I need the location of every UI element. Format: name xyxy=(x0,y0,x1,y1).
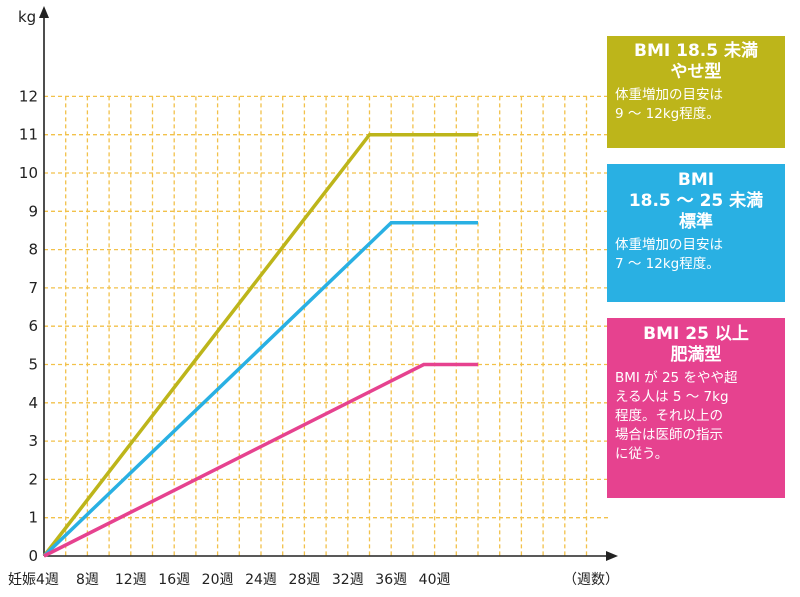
legend-box-normal: BMI 18.5 ～ 25 未満 標準 体重増加の目安は 7 ～ 12kg程度。 xyxy=(607,164,785,302)
x-tick-label: 40週 xyxy=(419,572,451,588)
x-tick-label: 16週 xyxy=(158,572,190,588)
legend-box-overweight: BMI 25 以上 肥満型 BMI が 25 をやや超 える人は 5 ～ 7kg… xyxy=(607,318,785,498)
x-axis-arrow xyxy=(606,551,618,561)
x-tick-label: 12週 xyxy=(115,572,147,588)
y-axis-unit-label: kg xyxy=(18,8,36,26)
y-tick-label: 1 xyxy=(28,509,38,527)
grid-lines xyxy=(44,95,608,556)
x-tick-label: 32週 xyxy=(332,572,364,588)
x-tick-label: 20週 xyxy=(202,572,234,588)
series-line xyxy=(43,362,478,558)
legend-title-line: やせ型 xyxy=(670,62,722,82)
series-line xyxy=(42,221,478,558)
legend-title-line: 18.5 ～ 25 未満 xyxy=(628,191,764,211)
y-tick-label: 7 xyxy=(28,279,38,297)
y-tick-label: 4 xyxy=(28,394,38,412)
x-axis-unit-label: （週数） xyxy=(563,572,619,588)
legend-title-line: BMI 25 以上 xyxy=(643,324,749,344)
y-tick-label: 6 xyxy=(28,317,38,335)
y-tick-label: 2 xyxy=(28,470,38,488)
legend-title-line: BMI xyxy=(677,170,715,190)
y-axis-arrow xyxy=(39,6,49,18)
x-tick-label: 8週 xyxy=(76,572,99,588)
y-tick-label: 5 xyxy=(28,356,38,374)
x-tick-label: 妊娠4週 xyxy=(8,572,59,588)
series-line xyxy=(42,132,478,558)
x-tick-label: 36週 xyxy=(375,572,407,588)
y-tick-label: 11 xyxy=(19,126,38,144)
axes xyxy=(39,6,618,561)
series-lines xyxy=(42,132,478,558)
y-tick-label: 8 xyxy=(28,241,38,259)
legend-description: BMI が 25 をやや超 える人は 5 ～ 7kg 程度。それ以上の 場合は医… xyxy=(615,370,738,462)
x-tick-labels: 妊娠4週 8週 12週 16週 20週 24週 28週 32週 36週 40週 xyxy=(8,572,451,588)
legend-description: 体重増加の目安は 9 ～ 12kg程度。 xyxy=(615,87,723,122)
y-tick-label: 12 xyxy=(19,87,38,105)
y-tick-label: 9 xyxy=(28,202,38,220)
y-tick-label: 10 xyxy=(19,164,38,182)
legend-title-line: 肥満型 xyxy=(670,345,722,365)
legend-description: 体重増加の目安は 7 ～ 12kg程度。 xyxy=(615,237,723,272)
x-tick-label: 24週 xyxy=(245,572,277,588)
y-tick-label: 0 xyxy=(28,547,38,565)
legend-title-line: 標準 xyxy=(679,212,713,232)
legend-title-line: BMI 18.5 未満 xyxy=(634,41,758,61)
x-tick-label: 28週 xyxy=(288,572,320,588)
legend-box-underweight: BMI 18.5 未満 やせ型 体重増加の目安は 9 ～ 12kg程度。 xyxy=(607,36,785,148)
y-tick-label: 3 xyxy=(28,432,38,450)
